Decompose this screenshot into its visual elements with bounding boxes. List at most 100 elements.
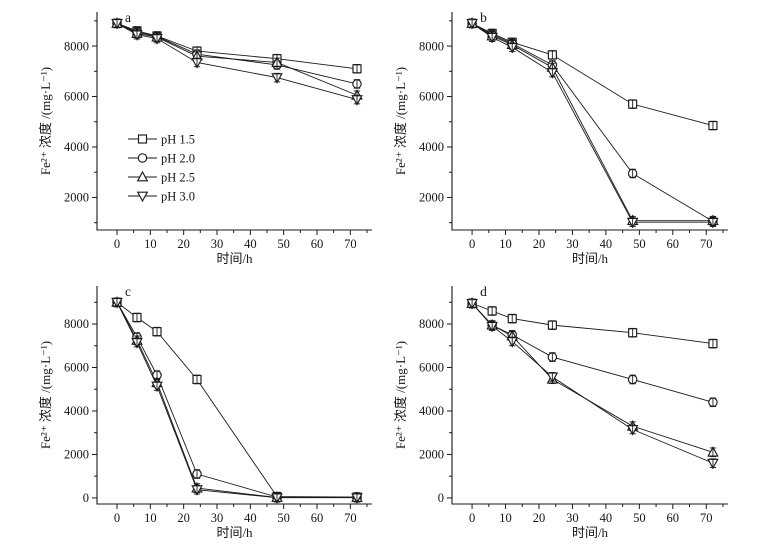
x-tick-label: 40 xyxy=(600,511,613,525)
x-tick-label: 0 xyxy=(469,237,475,251)
subplot-b: 0 10 20 30 40 50 60 70 2000 4000 6000 8000 时间/h Fe²⁺ … xyxy=(385,0,769,274)
subplot-a: 0 10 20 30 40 50 60 70 2000 4000 6000 8000 时间/h Fe²⁺ … xyxy=(0,0,385,274)
panel-label: c xyxy=(125,284,131,299)
y-tick-label: 6000 xyxy=(64,90,89,104)
y-tick-label: 0 xyxy=(83,491,89,505)
x-tick-label: 0 xyxy=(114,511,120,525)
y-tick-label: 8000 xyxy=(419,317,444,331)
y-tick-label: 6000 xyxy=(64,361,89,375)
x-tick-label: 0 xyxy=(114,237,120,251)
x-tick-label: 10 xyxy=(144,237,157,251)
legend-marker-triangle-down xyxy=(136,191,149,203)
error-bar xyxy=(629,99,636,109)
y-axis-ticks xyxy=(447,20,452,224)
y-axis-ticks xyxy=(92,301,97,499)
axis-spines xyxy=(451,286,728,505)
series-points-pH-2.0 xyxy=(112,18,362,89)
y-axis-label: Fe²⁺ 浓度 /(mg·L⁻¹) xyxy=(38,67,53,175)
series-points-pH-1.5 xyxy=(467,18,718,131)
subplot-b-svg: 0 10 20 30 40 50 60 70 2000 4000 6000 8000 时间/h Fe²⁺ … xyxy=(393,10,728,266)
error-bar xyxy=(709,447,717,458)
axis-spines xyxy=(96,286,372,505)
y-tick-label: 0 xyxy=(438,491,444,505)
error-bar xyxy=(193,57,201,68)
y-axis-label: Fe²⁺ 浓度 /(mg·L⁻¹) xyxy=(393,341,408,449)
error-bar xyxy=(353,94,361,105)
legend-label: pH 1.5 xyxy=(161,132,195,146)
error-bar xyxy=(629,424,636,435)
error-bar xyxy=(709,120,717,131)
x-tick-label: 0 xyxy=(469,511,475,525)
error-bar xyxy=(153,33,161,44)
x-tick-label: 20 xyxy=(533,511,546,525)
legend-marker-triangle-up xyxy=(136,170,149,182)
x-tick-label: 40 xyxy=(244,237,257,251)
x-axis-label: 时间/h xyxy=(572,251,609,266)
x-axis-label: 时间/h xyxy=(216,251,253,266)
error-bar xyxy=(629,374,636,385)
series-line-pH-3.0 xyxy=(471,303,714,464)
x-tick-label: 70 xyxy=(344,511,357,525)
error-bar xyxy=(353,79,361,89)
error-bar xyxy=(133,312,141,323)
axis-spines xyxy=(451,12,728,231)
y-tick-label: 2000 xyxy=(64,191,89,205)
y-tick-label: 6000 xyxy=(419,361,444,375)
y-tick-label: 2000 xyxy=(64,448,89,462)
error-bar xyxy=(153,381,161,391)
x-tick-label: 70 xyxy=(700,511,713,525)
y-tick-label: 4000 xyxy=(64,140,89,154)
x-tick-label: 70 xyxy=(700,237,713,251)
series-points-pH-2.5 xyxy=(466,17,719,226)
x-tick-label: 10 xyxy=(499,511,512,525)
x-tick-label: 10 xyxy=(499,237,512,251)
error-bar xyxy=(629,217,636,227)
series-points-pH-3.0 xyxy=(466,298,719,470)
error-bar xyxy=(488,306,496,316)
series-line-pH-1.5 xyxy=(116,22,358,70)
error-bar xyxy=(273,492,281,503)
error-bar xyxy=(509,313,516,324)
x-tick-label: 20 xyxy=(177,237,190,251)
x-tick-label: 60 xyxy=(667,511,680,525)
error-bar xyxy=(273,57,281,68)
error-bar xyxy=(113,18,121,29)
error-bar xyxy=(468,298,476,309)
series-points-pH-2.5 xyxy=(466,297,719,458)
x-tick-label: 70 xyxy=(344,237,357,251)
x-tick-label: 50 xyxy=(277,237,290,251)
series-points-pH-1.5 xyxy=(112,297,362,502)
x-tick-label: 30 xyxy=(566,237,579,251)
x-tick-label: 40 xyxy=(244,511,257,525)
subplot-d: 0 10 20 30 40 50 60 70 0 2000 4000 6000 8000 时间/h Fe²⁺… xyxy=(385,274,769,548)
subplot-d-svg: 0 10 20 30 40 50 60 70 0 2000 4000 6000 8000 时间/h Fe²⁺… xyxy=(393,284,728,540)
subplot-a-svg: 0 10 20 30 40 50 60 70 2000 4000 6000 8000 时间/h Fe²⁺ … xyxy=(38,10,372,266)
x-tick-label: 50 xyxy=(277,511,290,525)
error-bar xyxy=(549,50,556,60)
x-tick-label: 30 xyxy=(211,511,224,525)
y-tick-label: 2000 xyxy=(419,448,444,462)
x-tick-label: 50 xyxy=(633,237,646,251)
y-tick-label: 4000 xyxy=(64,404,89,418)
y-axis-label: Fe²⁺ 浓度 /(mg·L⁻¹) xyxy=(38,341,53,449)
error-bar xyxy=(193,484,201,495)
legend: pH 1.5 pH 2.0 pH 2.5 pH 3.0 xyxy=(128,132,195,203)
series-points-pH-3.0 xyxy=(111,297,363,504)
y-tick-label: 8000 xyxy=(64,317,89,331)
error-bar xyxy=(468,18,476,29)
x-axis-label: 时间/h xyxy=(572,525,609,540)
error-bar xyxy=(488,32,496,42)
subplot-c-svg: 0 10 20 30 40 50 60 70 0 2000 4000 6000 8000 时间/h Fe²⁺… xyxy=(38,284,372,540)
series-points-pH-2.0 xyxy=(467,18,718,227)
error-bar xyxy=(509,42,516,53)
x-tick-label: 20 xyxy=(177,511,190,525)
error-bar xyxy=(488,321,496,332)
axis-spines xyxy=(96,12,372,231)
y-tick-label: 2000 xyxy=(419,191,444,205)
y-tick-label: 8000 xyxy=(64,39,89,53)
x-axis-ticks xyxy=(116,230,368,235)
y-tick-label: 8000 xyxy=(419,39,444,53)
series-points-pH-3.0 xyxy=(466,18,719,229)
x-tick-label: 40 xyxy=(600,237,613,251)
x-tick-label: 30 xyxy=(566,511,579,525)
